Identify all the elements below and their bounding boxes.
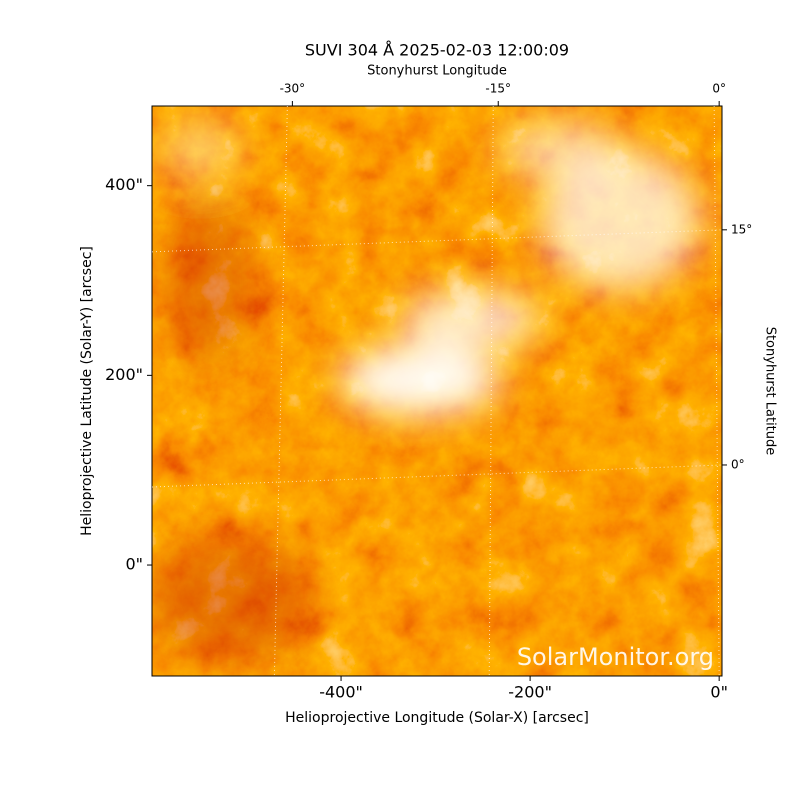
y-tick-label: 200" bbox=[105, 365, 143, 384]
solar-image bbox=[152, 106, 722, 676]
top-axis-label: Stonyhurst Longitude bbox=[367, 64, 507, 79]
top-tick-label: 0° bbox=[712, 82, 726, 96]
plot-frame bbox=[151, 105, 723, 677]
top-tick-label: -15° bbox=[485, 82, 511, 96]
top-tick-label: -30° bbox=[280, 82, 306, 96]
right-tick-label: 0° bbox=[731, 457, 745, 471]
x-tick-label: -400" bbox=[319, 683, 363, 702]
chart-title: SUVI 304 Å 2025-02-03 12:00:09 bbox=[305, 41, 569, 60]
right-axis-label: Stonyhurst Latitude bbox=[763, 327, 778, 456]
y-tick-label: 400" bbox=[105, 175, 143, 194]
watermark: SolarMonitor.org bbox=[517, 643, 714, 671]
y-axis-label: Helioprojective Latitude (Solar-Y) [arcs… bbox=[79, 246, 95, 536]
right-tick-label: 15° bbox=[731, 222, 752, 236]
x-tick-label: -200" bbox=[508, 683, 552, 702]
y-tick-label: 0" bbox=[125, 555, 143, 574]
x-tick-label: 0" bbox=[710, 683, 728, 702]
x-axis-label: Helioprojective Longitude (Solar-X) [arc… bbox=[285, 710, 589, 726]
